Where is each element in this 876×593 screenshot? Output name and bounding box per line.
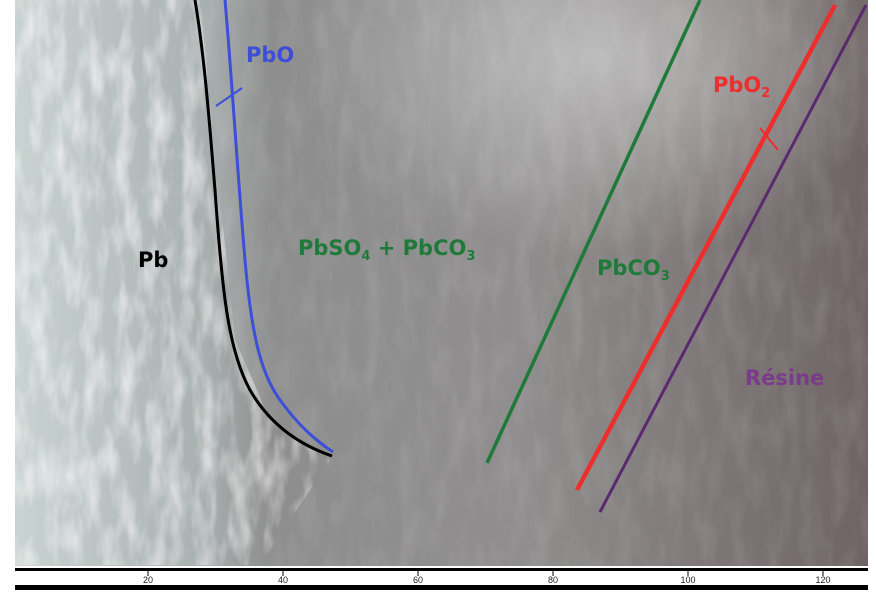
scale-label: 20 [143, 575, 153, 585]
label-subscript: 3 [661, 269, 670, 284]
scale-label: 100 [680, 575, 695, 585]
scale-label: 120 [815, 575, 830, 585]
label-subscript: 2 [761, 86, 770, 101]
label-pb: Pb [138, 248, 168, 272]
scale-bar: 20 40 60 80 100 120 [0, 566, 876, 593]
label-mix: PbSO4 + PbCO3 [298, 236, 475, 264]
label-text: PbCO [597, 256, 661, 280]
label-resin: Résine [745, 366, 824, 390]
label-subscript: 3 [466, 249, 475, 264]
label-text: PbSO [298, 236, 361, 260]
label-text: + PbCO [370, 236, 466, 260]
page: PbO PbO2 Pb PbSO4 + PbCO3 PbCO3 Résine 2… [0, 0, 876, 593]
label-pbo: PbO [246, 43, 294, 67]
label-pbco3: PbCO3 [597, 256, 670, 284]
scale-label: 60 [413, 575, 423, 585]
scale-label: 80 [548, 575, 558, 585]
scale-label: 40 [278, 575, 288, 585]
label-text: PbO [713, 73, 761, 97]
label-subscript: 4 [361, 249, 370, 264]
micrograph: PbO PbO2 Pb PbSO4 + PbCO3 PbCO3 Résine 2… [0, 0, 876, 593]
